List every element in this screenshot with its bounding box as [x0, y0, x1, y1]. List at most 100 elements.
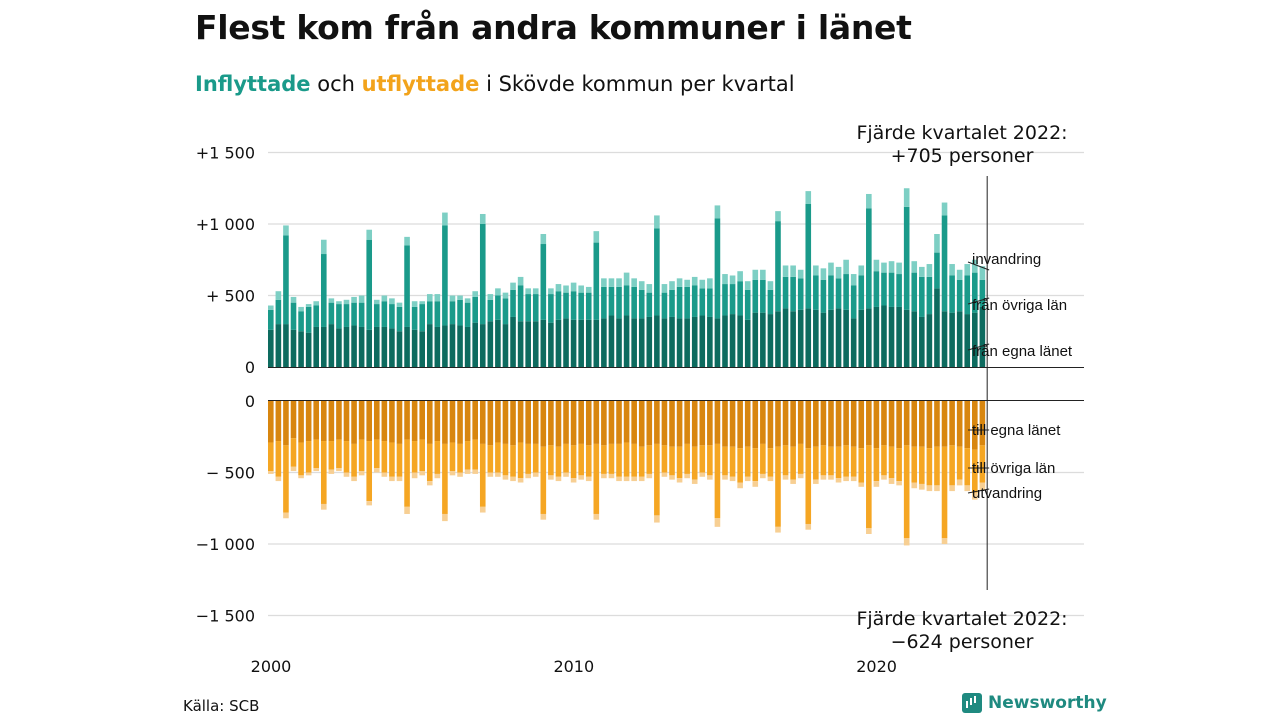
inflow-bar-own: [729, 314, 736, 367]
inflow-bar-immig: [601, 278, 607, 287]
inflow-bar-immig: [510, 282, 516, 290]
outflow-bar-own: [669, 401, 675, 447]
outflow-bar-emig: [389, 476, 395, 482]
inflow-bar-own: [502, 324, 509, 367]
inflow-bar-immig: [767, 281, 774, 290]
inflow-bar-other: [616, 286, 622, 319]
inflow-bar-own: [661, 318, 668, 367]
inflow-bar-immig: [328, 298, 335, 303]
inflow-bar-immig: [373, 299, 380, 305]
outflow-bar-own: [707, 401, 713, 446]
outflow-bar-other: [464, 441, 471, 470]
inflow-bar-other: [888, 272, 895, 307]
inflow-bar-immig: [919, 266, 925, 277]
outflow-bar-own: [790, 401, 796, 447]
series-label-outflow: utvandring: [972, 485, 1042, 502]
outflow-bar-other: [389, 442, 395, 477]
inflow-bar-immig: [873, 259, 880, 272]
inflow-bar-immig: [616, 278, 622, 287]
outflow-bar-other: [972, 449, 978, 493]
outflow-bar-other: [411, 441, 418, 473]
outflow-bar-own: [888, 401, 895, 447]
outflow-bar-own: [434, 401, 441, 442]
inflow-bar-immig: [797, 269, 804, 279]
inflow-bar-other: [661, 292, 668, 319]
outflow-bar-own: [366, 401, 373, 442]
inflow-bar-immig: [737, 271, 743, 282]
inflow-bar-immig: [457, 295, 463, 300]
outflow-bar-other: [351, 443, 357, 477]
inflow-bar-other: [631, 286, 637, 319]
inflow-bar-other: [744, 289, 751, 320]
inflow-bar-other: [525, 294, 531, 322]
inflow-bar-own: [275, 324, 282, 367]
inflow-bar-own: [903, 309, 910, 367]
inflow-bar-own: [298, 331, 304, 367]
outflow-bar-emig: [919, 483, 925, 490]
outflow-bar-other: [548, 445, 554, 476]
inflow-bar-immig: [532, 288, 539, 295]
outflow-bar-emig: [366, 501, 373, 506]
inflow-bar-own: [396, 331, 403, 367]
inflow-bar-immig: [381, 295, 388, 302]
outflow-bar-other: [903, 445, 910, 539]
outflow-bar-other: [585, 445, 592, 477]
outflow-bar-own: [298, 401, 304, 443]
outflow-bar-emig: [752, 481, 759, 487]
outflow-bar-emig: [381, 472, 388, 477]
outflow-bar-other: [631, 443, 637, 477]
outflow-bar-own: [495, 401, 501, 443]
outflow-bar-other: [691, 446, 698, 480]
inflow-bar-other: [919, 276, 925, 317]
outflow-bar-own: [850, 401, 857, 447]
outflow-bar-other: [661, 445, 668, 473]
inflow-bar-immig: [843, 259, 849, 275]
outflow-bar-emig: [411, 472, 418, 479]
inflow-bar-other: [843, 274, 849, 310]
outflow-bar-emig: [737, 482, 743, 489]
outflow-bar-emig: [502, 475, 509, 480]
outflow-bar-other: [866, 445, 872, 529]
inflow-bar-immig: [805, 191, 812, 204]
outflow-bar-other: [449, 442, 456, 472]
inflow-bar-other: [873, 271, 880, 307]
outflow-bar-own: [964, 401, 971, 449]
outflow-bar-emig: [487, 472, 494, 477]
inflow-bar-immig: [585, 286, 592, 293]
outflow-bar-emig: [805, 523, 812, 530]
series-label-inflow: från övriga län: [972, 297, 1067, 314]
inflow-bar-immig: [646, 284, 653, 293]
outflow-bar-own: [548, 401, 554, 446]
series-leader-line: [967, 297, 990, 305]
inflow-bar-own: [570, 319, 577, 367]
outflow-bar-own: [442, 401, 448, 444]
inflow-bar-own: [684, 318, 690, 367]
inflow-bar-other: [805, 203, 812, 309]
outflow-bar-other: [926, 448, 933, 486]
outflow-bar-emig: [722, 475, 728, 480]
outflow-bar-emig: [578, 475, 584, 480]
outflow-bar-own: [313, 401, 320, 440]
inflow-bar-other: [320, 254, 327, 327]
outflow-bar-other: [457, 443, 463, 473]
outflow-bar-other: [305, 441, 312, 473]
inflow-bar-immig: [570, 282, 577, 292]
series-label-inflow: från egna länet: [972, 343, 1073, 360]
outflow-bar-emig: [608, 473, 615, 479]
outflow-bar-emig: [881, 475, 887, 480]
outflow-bar-emig: [426, 481, 433, 486]
outflow-bar-emig: [729, 476, 736, 482]
inflow-bar-own: [956, 311, 963, 367]
inflow-bar-immig: [578, 285, 584, 293]
inflow-bar-other: [305, 306, 312, 333]
brand-logo[interactable]: Newsworthy: [962, 693, 1107, 713]
inflow-bar-other: [495, 295, 501, 320]
outflow-bar-own: [691, 401, 698, 447]
outflow-bar-other: [767, 448, 774, 477]
outflow-bar-other: [358, 439, 365, 472]
outflow-bar-own: [283, 401, 289, 446]
inflow-bar-own: [896, 306, 902, 367]
inflow-bar-other: [926, 276, 933, 315]
outflow-bar-other: [532, 443, 539, 473]
inflow-bar-own: [949, 312, 955, 367]
